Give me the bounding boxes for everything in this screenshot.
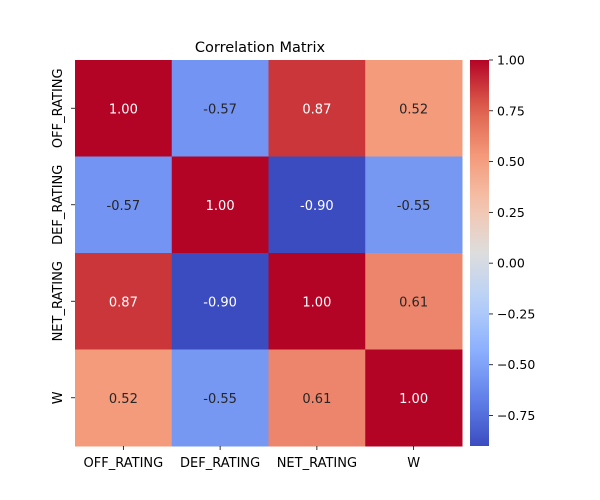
- heatmap-cell: [268, 349, 366, 447]
- colorbar-tick-label: 1.00: [497, 53, 525, 68]
- cell-value-label: 1.00: [302, 295, 331, 310]
- row-tick-labels: OFF_RATING DEF_RATING NET_RATING W: [51, 68, 75, 404]
- heatmap-cell: [365, 349, 463, 447]
- colorbar-tick-label: 0.50: [497, 154, 525, 169]
- row-tick-label: NET_RATING: [51, 261, 66, 341]
- heatmap-cell: [75, 156, 173, 254]
- cell-value-label: -0.57: [203, 102, 237, 117]
- heatmap-cell: [171, 349, 269, 447]
- colorbar-tick-label: −0.75: [497, 408, 535, 423]
- column-tick-labels: OFF_RATING DEF_RATING NET_RATING W: [84, 446, 420, 471]
- row-tick-label: OFF_RATING: [51, 68, 66, 148]
- heatmap-cell: [268, 156, 366, 254]
- colorbar-tick-label: 0.25: [497, 205, 525, 220]
- cell-value-label: 0.87: [302, 102, 331, 117]
- heatmap-cell: [365, 253, 463, 350]
- heatmap-cell: [365, 60, 463, 157]
- column-tick-label: OFF_RATING: [84, 456, 164, 471]
- cell-value-label: -0.55: [397, 199, 431, 214]
- cell-value-label: 1.00: [399, 392, 428, 407]
- cell-value-label: -0.90: [203, 295, 237, 310]
- colorbar-tick-label: 0.00: [497, 256, 525, 271]
- heatmap-cell: [171, 60, 269, 157]
- cell-value-label: 0.61: [399, 295, 428, 310]
- cell-value-label: 1.00: [109, 102, 138, 117]
- row-tick-label: W: [51, 391, 66, 404]
- cell-value-label: -0.55: [203, 392, 237, 407]
- cell-value-label: 0.52: [109, 392, 138, 407]
- heatmap-cell: [75, 60, 173, 157]
- column-tick-label: W: [407, 456, 420, 471]
- heatmap-cell: [75, 253, 173, 350]
- colorbar-tick-label: −0.25: [497, 306, 535, 321]
- colorbar-gradient: [470, 60, 489, 446]
- cell-value-label: -0.90: [300, 199, 334, 214]
- cell-value-label: -0.57: [107, 199, 141, 214]
- heatmap-cell: [75, 349, 173, 447]
- heatmap-cell: [268, 253, 366, 350]
- heatmap-cell: [268, 60, 366, 157]
- colorbar: 1.00 0.75 0.50 0.25 0.00 −0.25 −0.50 −0.75: [470, 53, 535, 446]
- colorbar-tick-label: −0.50: [497, 357, 535, 372]
- heatmap-cell: [171, 253, 269, 350]
- heatmap-cell: [171, 156, 269, 254]
- cell-value-label: 0.61: [302, 392, 331, 407]
- cell-value-label: 1.00: [206, 199, 235, 214]
- heatmap-cells: 1.00 -0.57 0.87 0.52 -0.57 1.00 -0.90 -0.55 0.87…: [75, 60, 463, 447]
- chart-title: Correlation Matrix: [195, 40, 326, 56]
- column-tick-label: NET_RATING: [277, 456, 357, 471]
- heatmap-cell: [365, 156, 463, 254]
- cell-value-label: 0.87: [109, 295, 138, 310]
- column-tick-label: DEF_RATING: [180, 456, 260, 471]
- cell-value-label: 0.52: [399, 102, 428, 117]
- row-tick-label: DEF_RATING: [51, 165, 66, 245]
- colorbar-tick-label: 0.75: [497, 103, 525, 118]
